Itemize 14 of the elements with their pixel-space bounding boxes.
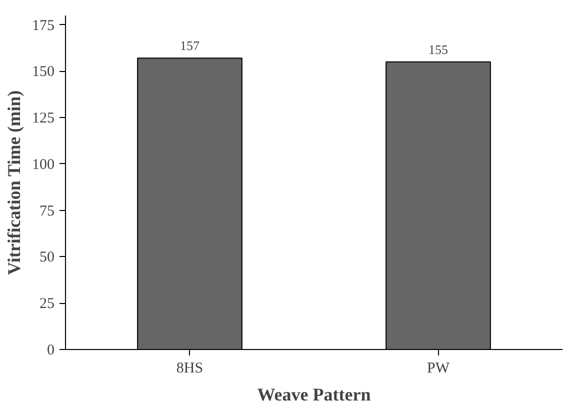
y-tick-label: 175 — [32, 18, 54, 34]
data-label: 155 — [428, 42, 448, 57]
y-tick-label: 75 — [40, 203, 54, 220]
data-label: 157 — [180, 38, 200, 54]
y-tick-label: 25 — [40, 296, 54, 312]
y-tick-label: 0 — [47, 342, 54, 358]
y-axis-title: Vitrification Time (min) — [4, 90, 24, 275]
x-tick-label: PW — [427, 360, 450, 376]
y-tick-label: 50 — [40, 250, 54, 266]
y-tick-label: 125 — [32, 110, 54, 127]
x-axis-title: Weave Pattern — [257, 384, 371, 404]
y-tick-label: 150 — [32, 64, 54, 80]
x-tick-label: 8HS — [176, 360, 204, 376]
y-tick-label: 100 — [32, 156, 54, 173]
